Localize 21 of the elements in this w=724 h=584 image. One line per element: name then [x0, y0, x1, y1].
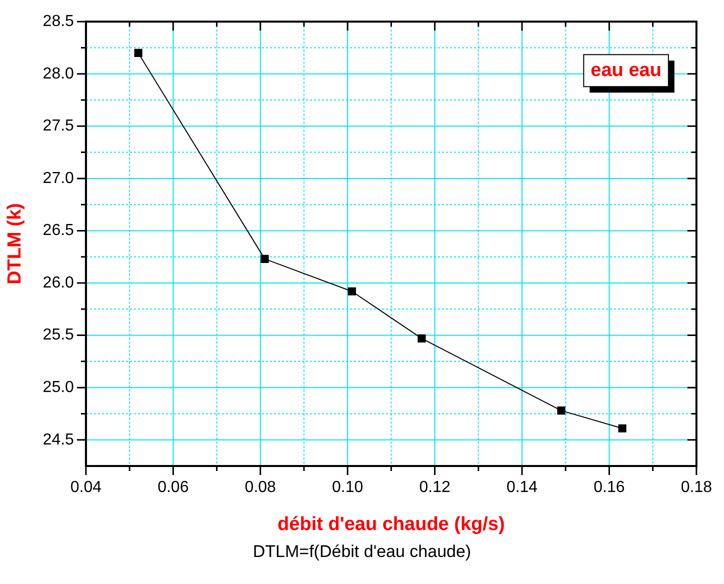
y-tick-label: 27.0	[42, 170, 74, 187]
y-tick-label: 28.0	[42, 65, 74, 82]
x-tick-label: 0.10	[332, 479, 364, 496]
x-tick-label: 0.18	[680, 479, 712, 496]
y-tick-label: 26.0	[42, 274, 74, 292]
y-tick-label: 25.5	[42, 326, 74, 344]
x-tick-label: 0.12	[419, 479, 450, 496]
x-tick-label: 0.14	[506, 479, 538, 496]
y-tick-label: 25.0	[42, 378, 74, 396]
legend-label: eau eau	[590, 60, 662, 81]
x-tick-label: 0.06	[158, 479, 189, 496]
x-tick-label: 0.08	[244, 479, 276, 496]
x-tick-label: 0.16	[594, 479, 625, 496]
y-tick-label: 24.5	[42, 431, 74, 448]
x-tick-label: 0.04	[70, 479, 102, 496]
text: DTLM=f(Débit d'eau chaude)	[252, 542, 472, 562]
y-tick-label: 27.5	[42, 118, 74, 135]
x-axis-title: débit d'eau chaude (kg/s)	[278, 514, 505, 535]
y-axis-title: DTLM (k)	[4, 203, 26, 284]
y-tick-label: 28.5	[42, 13, 74, 30]
y-tick-label: 26.5	[42, 222, 74, 240]
